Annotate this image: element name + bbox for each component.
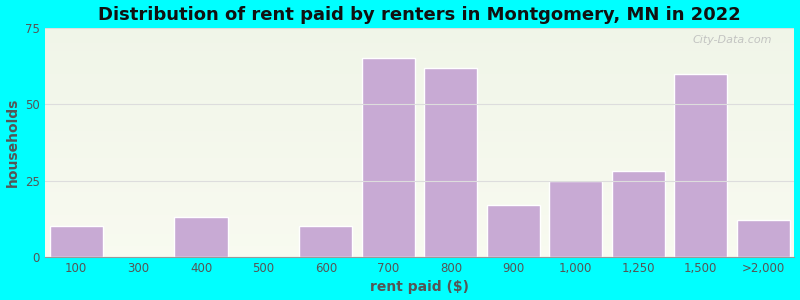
Bar <box>45 181 794 184</box>
Bar <box>45 223 794 226</box>
Bar <box>550 181 602 257</box>
Bar <box>45 104 794 108</box>
Bar <box>45 32 794 35</box>
Bar <box>45 112 794 116</box>
Bar <box>45 215 794 219</box>
Bar <box>45 51 794 55</box>
Bar <box>45 177 794 181</box>
Bar <box>45 55 794 59</box>
Bar <box>45 246 794 249</box>
Bar <box>45 89 794 93</box>
Bar <box>45 173 794 177</box>
Bar <box>737 220 790 257</box>
Bar <box>45 200 794 204</box>
Bar <box>612 172 665 257</box>
Bar <box>45 192 794 196</box>
Bar <box>45 58 794 62</box>
Bar <box>45 28 794 32</box>
Bar <box>45 135 794 139</box>
Bar <box>45 230 794 234</box>
Bar <box>45 219 794 223</box>
Bar <box>45 116 794 119</box>
Bar <box>45 207 794 211</box>
Bar <box>45 204 794 207</box>
Bar <box>45 238 794 242</box>
Bar <box>486 205 540 257</box>
Bar <box>45 142 794 146</box>
Bar <box>45 66 794 70</box>
Bar <box>45 62 794 66</box>
Bar <box>45 97 794 101</box>
Bar <box>45 70 794 74</box>
Bar <box>45 35 794 39</box>
Bar <box>45 43 794 47</box>
Bar <box>45 123 794 127</box>
Text: City-Data.com: City-Data.com <box>693 35 772 45</box>
Bar <box>45 188 794 192</box>
Bar <box>50 226 102 257</box>
Bar <box>45 108 794 112</box>
Bar <box>45 74 794 77</box>
Bar <box>45 158 794 162</box>
Bar <box>45 77 794 81</box>
Bar <box>299 226 353 257</box>
Bar <box>45 234 794 238</box>
Bar <box>45 165 794 169</box>
Bar <box>45 85 794 89</box>
Y-axis label: households: households <box>6 98 19 187</box>
Bar <box>45 39 794 43</box>
Bar <box>45 139 794 142</box>
Bar <box>45 47 794 51</box>
Bar <box>45 81 794 85</box>
Bar <box>45 226 794 230</box>
Bar <box>174 217 227 257</box>
Bar <box>45 249 794 253</box>
Bar <box>45 146 794 150</box>
X-axis label: rent paid ($): rent paid ($) <box>370 280 469 294</box>
Bar <box>45 93 794 97</box>
Bar <box>45 211 794 215</box>
Bar <box>45 169 794 173</box>
Bar <box>45 162 794 165</box>
Bar <box>45 100 794 104</box>
Bar <box>45 127 794 131</box>
Bar <box>424 68 478 257</box>
Bar <box>674 74 727 257</box>
Title: Distribution of rent paid by renters in Montgomery, MN in 2022: Distribution of rent paid by renters in … <box>98 6 741 24</box>
Bar <box>45 154 794 158</box>
Bar <box>45 119 794 123</box>
Bar <box>45 150 794 154</box>
Bar <box>45 184 794 188</box>
Bar <box>362 58 415 257</box>
Bar <box>45 242 794 246</box>
Bar <box>45 131 794 135</box>
Bar <box>45 196 794 200</box>
Bar <box>45 253 794 257</box>
